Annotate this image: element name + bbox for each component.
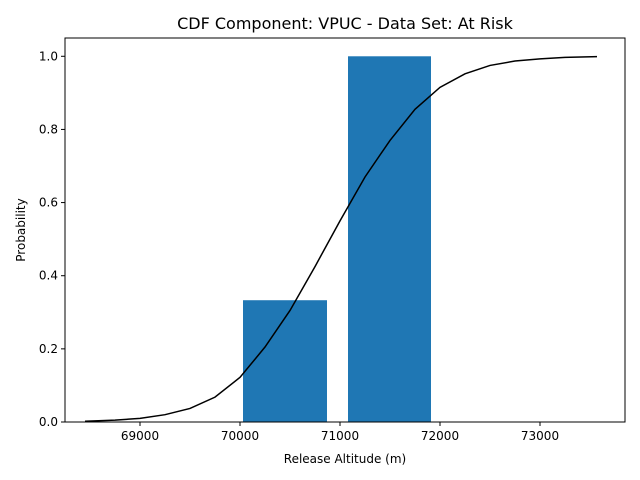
y-axis-label: Probability [14,198,28,261]
x-tick-label: 71000 [321,429,359,443]
chart-title: CDF Component: VPUC - Data Set: At Risk [177,14,514,33]
x-tick-label: 72000 [421,429,459,443]
bar-1 [243,300,327,422]
x-ticks: 69000 70000 71000 72000 73000 [121,422,559,443]
x-axis-label: Release Altitude (m) [284,452,406,466]
x-tick-label: 70000 [221,429,259,443]
y-tick-label: 0.0 [39,415,58,429]
bar-2 [348,56,431,423]
y-tick-label: 0.6 [39,196,58,210]
y-tick-label: 0.8 [39,122,58,136]
y-tick-label: 1.0 [39,49,58,63]
y-tick-label: 0.2 [39,342,58,356]
bars-layer [243,56,431,423]
curve-layer [84,55,598,423]
x-tick-label: 73000 [521,429,559,443]
x-tick-label: 69000 [121,429,159,443]
plot-frame [64,37,626,423]
y-tick-label: 0.4 [39,269,58,283]
cdf-curve-line [84,55,598,423]
y-ticks: 0.0 0.2 0.4 0.6 0.8 1.0 [39,49,65,429]
